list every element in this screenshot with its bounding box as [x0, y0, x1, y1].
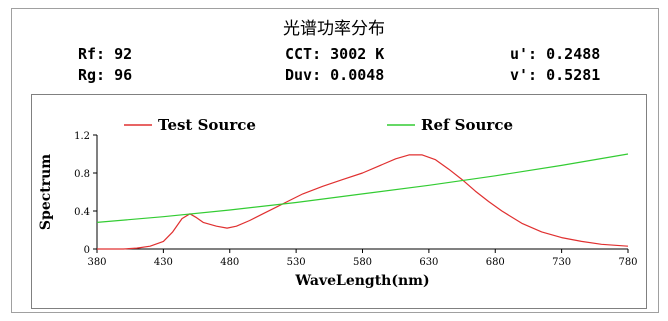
- u-prime-metric: u': 0.2488: [510, 45, 600, 63]
- legend-label: Test Source: [158, 116, 256, 134]
- u-prime-label: u':: [510, 45, 538, 63]
- x-tick-label: 780: [618, 257, 637, 268]
- x-tick-label: 680: [486, 257, 505, 268]
- x-axis-title: WaveLength(nm): [294, 273, 429, 289]
- v-prime-metric: v': 0.5281: [510, 66, 600, 84]
- panel-frame: [11, 8, 659, 313]
- rg-value: 96: [114, 66, 133, 84]
- u-prime-value: 0.2488: [546, 45, 601, 63]
- duv-label: Duv:: [285, 66, 322, 84]
- y-tick-label: 0: [84, 245, 90, 256]
- rf-metric: Rf: 92: [78, 45, 132, 63]
- chart-title: 光谱功率分布: [283, 19, 385, 39]
- legend-label: Ref Source: [421, 116, 513, 134]
- rg-label: Rg:: [78, 66, 106, 84]
- duv-metric: Duv: 0.0048: [285, 66, 384, 84]
- x-tick-label: 630: [419, 257, 438, 268]
- x-tick-label: 730: [552, 257, 571, 268]
- series-line-test-source: [97, 154, 629, 250]
- rg-metric: Rg: 96: [78, 66, 132, 84]
- x-tick-label: 530: [287, 257, 306, 268]
- chart-box: Test Source Ref Source 380 430 480 530 580 630…: [31, 94, 647, 309]
- cct-metric: CCT: 3002 K: [285, 45, 384, 63]
- cct-label: CCT:: [285, 45, 322, 63]
- v-prime-label: v':: [510, 66, 538, 84]
- v-prime-value: 0.5281: [546, 66, 601, 84]
- x-tick-label: 580: [353, 257, 372, 268]
- spectrum-chart: Test Source Ref Source 380 430 480 530 580 630…: [38, 116, 638, 289]
- y-tick-label: 1.2: [74, 131, 90, 142]
- rf-value: 92: [114, 45, 133, 63]
- y-axis-title: Spectrum: [38, 154, 54, 230]
- y-tick-label: 0.8: [74, 169, 90, 180]
- plot-area: [96, 153, 629, 250]
- duv-value: 0.0048: [330, 66, 385, 84]
- y-tick-label: 0.4: [74, 207, 90, 218]
- rf-label: Rf:: [78, 45, 106, 63]
- axes: 380 430 480 530 580 630 680 730 780 0 0.4 0.8 1.2 Wav…: [38, 131, 638, 289]
- legend: Test Source Ref Source: [124, 116, 513, 134]
- x-tick-label: 430: [154, 257, 173, 268]
- x-tick-label: 480: [220, 257, 239, 268]
- x-tick-label: 380: [87, 257, 106, 268]
- cct-value: 3002 K: [330, 45, 385, 63]
- series-line-ref-source: [96, 153, 629, 223]
